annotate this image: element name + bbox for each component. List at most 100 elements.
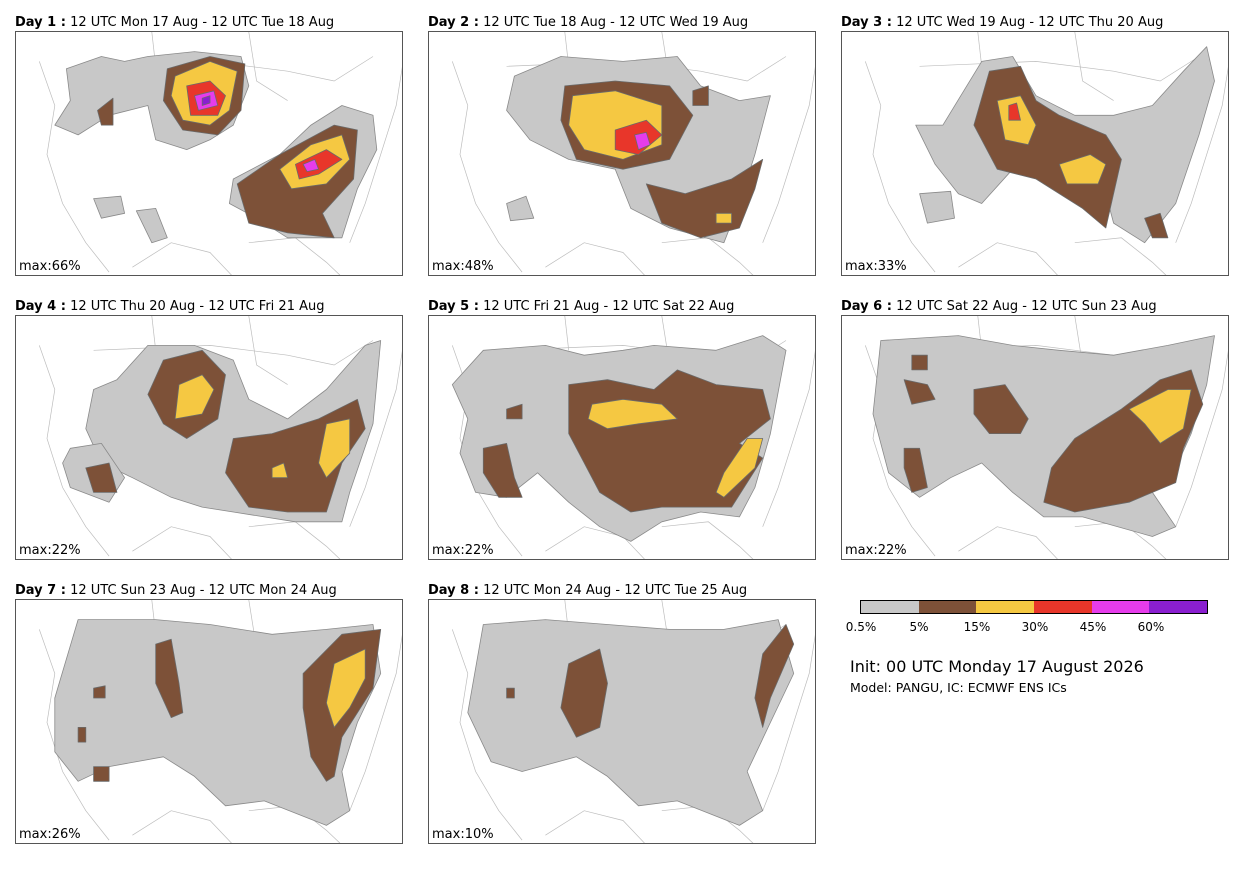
- probability-region: [135, 207, 168, 244]
- panel-title: Day 8 : 12 UTC Mon 24 Aug - 12 UTC Tue 2…: [428, 583, 748, 598]
- probability-region: [467, 619, 795, 826]
- colorbar-tick: 60%: [1137, 620, 1165, 634]
- probability-region: [587, 398, 678, 430]
- day-panel-6: Day 6 : 12 UTC Sat 22 Aug - 12 UTC Sun 2…: [841, 299, 1231, 561]
- basemap-line: [545, 810, 645, 843]
- probability-map: max:22%: [15, 315, 403, 560]
- probability-region: [318, 418, 351, 479]
- map-svg: [38, 316, 402, 559]
- basemap-line: [661, 237, 754, 275]
- basemap-line: [564, 316, 570, 351]
- basemap-line: [545, 242, 645, 275]
- probability-map: max:22%: [841, 315, 1229, 560]
- probability-region: [645, 159, 764, 239]
- probability-region: [903, 447, 928, 493]
- panel-title: Day 4 : 12 UTC Thu 20 Aug - 12 UTC Fri 2…: [15, 299, 325, 314]
- basemap-line: [151, 316, 157, 351]
- probability-region: [919, 190, 955, 224]
- probability-region: [1144, 212, 1169, 239]
- probability-region: [1058, 154, 1107, 185]
- probability-region: [54, 619, 382, 826]
- probability-region: [506, 403, 523, 420]
- probability-region: [506, 195, 535, 222]
- probability-region: [568, 369, 771, 513]
- probability-region: [715, 212, 733, 224]
- map-svg: [451, 316, 815, 559]
- colorbar-tick: 15%: [963, 620, 991, 634]
- colorbar-tick: 30%: [1021, 620, 1049, 634]
- day-panel-1: Day 1 : 12 UTC Mon 17 Aug - 12 UTC Tue 1…: [15, 15, 405, 277]
- probability-region: [201, 95, 211, 106]
- basemap-line: [661, 521, 754, 559]
- basemap-line: [1074, 521, 1167, 559]
- basemap-line: [132, 526, 232, 559]
- color-swatch-4: [1091, 601, 1150, 613]
- probability-region: [715, 438, 764, 498]
- basemap-line: [1074, 32, 1114, 101]
- map-svg: [451, 600, 815, 843]
- basemap-line: [958, 526, 1058, 559]
- probability-region: [93, 685, 106, 699]
- colorbar-tick: 5%: [909, 620, 929, 634]
- basemap-line: [248, 316, 288, 385]
- basemap-line: [451, 629, 523, 841]
- day-panel-2: Day 2 : 12 UTC Tue 18 Aug - 12 UTC Wed 1…: [428, 15, 818, 277]
- map-svg: [38, 600, 402, 843]
- basemap-line: [762, 66, 815, 243]
- map-svg: [38, 32, 402, 275]
- color-swatch-1: [918, 601, 977, 613]
- probability-map: max:26%: [15, 599, 403, 844]
- probability-region: [1128, 389, 1192, 444]
- map-svg: [451, 32, 815, 275]
- probability-region: [77, 727, 87, 743]
- probability-region: [973, 384, 1029, 434]
- basemap-line: [349, 634, 402, 811]
- probability-region: [560, 648, 608, 738]
- model-label: Model: PANGU, IC: ECMWF ENS ICs: [850, 680, 1067, 695]
- colorbar-tick: 45%: [1079, 620, 1107, 634]
- panel-title: Day 6 : 12 UTC Sat 22 Aug - 12 UTC Sun 2…: [841, 299, 1157, 314]
- max-label: max:22%: [19, 543, 81, 558]
- basemap-line: [958, 242, 1058, 275]
- probability-region: [1008, 102, 1021, 121]
- day-panel-3: Day 3 : 12 UTC Wed 19 Aug - 12 UTC Thu 2…: [841, 15, 1231, 277]
- max-label: max:48%: [432, 259, 494, 274]
- panel-title: Day 5 : 12 UTC Fri 21 Aug - 12 UTC Sat 2…: [428, 299, 735, 314]
- probability-region: [93, 766, 110, 782]
- max-label: max:22%: [845, 543, 907, 558]
- day-panel-7: Day 7 : 12 UTC Sun 23 Aug - 12 UTC Mon 2…: [15, 583, 405, 845]
- max-label: max:26%: [19, 827, 81, 842]
- probability-region: [271, 462, 289, 479]
- map-svg: [864, 316, 1228, 559]
- probability-region: [903, 379, 936, 405]
- probability-map: max:10%: [428, 599, 816, 844]
- probability-region: [973, 65, 1122, 229]
- basemap-line: [38, 61, 110, 273]
- probability-map: max:66%: [15, 31, 403, 276]
- probability-map: max:48%: [428, 31, 816, 276]
- basemap-line: [919, 56, 1200, 82]
- basemap-line: [248, 237, 341, 275]
- day-panel-4: Day 4 : 12 UTC Thu 20 Aug - 12 UTC Fri 2…: [15, 299, 405, 561]
- day-panel-8: Day 8 : 12 UTC Mon 24 Aug - 12 UTC Tue 2…: [428, 583, 818, 845]
- basemap-line: [864, 61, 936, 273]
- probability-region: [634, 132, 651, 150]
- basemap-line: [762, 634, 815, 811]
- max-label: max:66%: [19, 259, 81, 274]
- basemap-line: [1074, 237, 1167, 275]
- panel-title: Day 1 : 12 UTC Mon 17 Aug - 12 UTC Tue 1…: [15, 15, 335, 30]
- probability-region: [911, 354, 928, 371]
- probability-map: max:33%: [841, 31, 1229, 276]
- probability-region: [325, 648, 366, 728]
- color-swatch-5: [1149, 601, 1208, 613]
- color-swatch-2: [976, 601, 1035, 613]
- probability-region: [692, 85, 709, 106]
- max-label: max:33%: [845, 259, 907, 274]
- basemap-line: [451, 61, 523, 273]
- panel-title: Day 3 : 12 UTC Wed 19 Aug - 12 UTC Thu 2…: [841, 15, 1164, 30]
- max-label: max:10%: [432, 827, 494, 842]
- probability-region: [482, 443, 523, 498]
- probability-region: [97, 97, 114, 126]
- probability-map: max:22%: [428, 315, 816, 560]
- probability-region: [93, 195, 125, 219]
